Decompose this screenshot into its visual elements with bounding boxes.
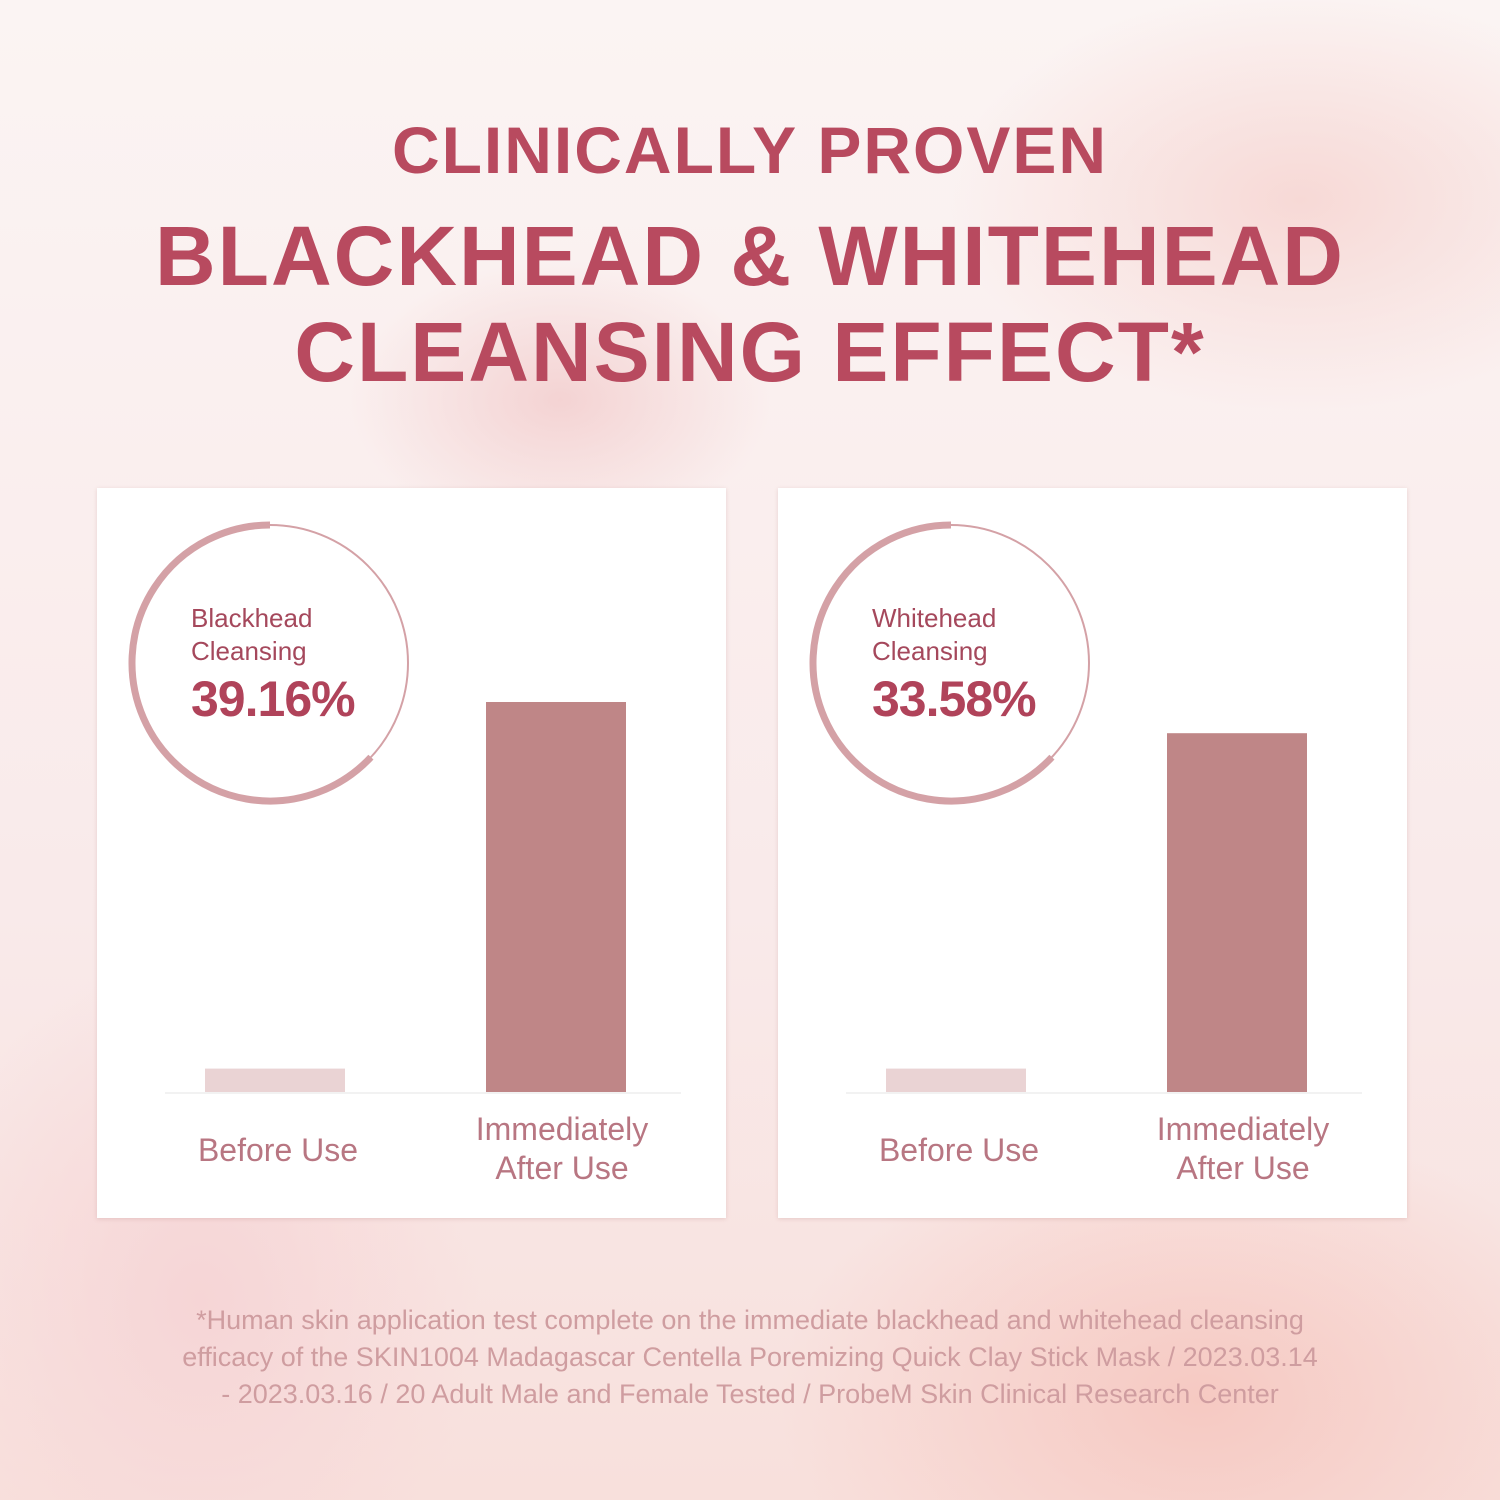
blackhead-chart	[128, 521, 681, 1094]
x-label-line: Immediately	[475, 1111, 649, 1147]
bar-before	[205, 1068, 345, 1092]
footnote-line: efficacy of the SKIN1004 Madagascar Cent…	[182, 1342, 1318, 1372]
headline-main: BLACKHEAD & WHITEHEAD CLEANSING EFFECT*	[0, 208, 1500, 400]
blackhead-chart-card: Blackhead Cleansing 39.16% Before Use Imm…	[97, 488, 726, 1218]
x-label-after: Immediately After Use	[442, 1110, 682, 1188]
badge-label-line: Cleansing	[191, 636, 307, 666]
footnote-line: - 2023.03.16 / 20 Adult Male and Female …	[221, 1379, 1279, 1409]
whitehead-chart-card: Whitehead Cleansing 33.58% Before Use Imm…	[778, 488, 1407, 1218]
whitehead-chart	[809, 521, 1362, 1094]
badge-label: Whitehead Cleansing	[872, 602, 996, 668]
headline-line-2: CLEANSING EFFECT*	[294, 305, 1206, 399]
footnote: *Human skin application test complete on…	[100, 1302, 1400, 1413]
bar-before	[886, 1068, 1026, 1092]
badge-value: 39.16%	[191, 671, 356, 727]
footnote-line: *Human skin application test complete on…	[196, 1305, 1304, 1335]
bar-after	[486, 702, 626, 1092]
bar-after	[1167, 733, 1307, 1092]
badge-label-line: Whitehead	[872, 603, 997, 633]
x-label-line: Immediately	[1156, 1111, 1330, 1147]
ring-arc	[809, 521, 1055, 805]
badge-label-line: Blackhead	[191, 603, 313, 633]
x-label-line: After Use	[495, 1150, 629, 1186]
badge-label: Blackhead Cleansing	[191, 602, 312, 668]
x-label-after: Immediately After Use	[1123, 1110, 1363, 1188]
x-label-line: After Use	[1176, 1150, 1310, 1186]
badge-value: 33.58%	[872, 671, 1037, 727]
x-label-before: Before Use	[878, 1132, 1040, 1168]
badge-label-line: Cleansing	[872, 636, 988, 666]
headline-clinically-proven: CLINICALLY PROVEN	[391, 113, 1109, 187]
ring-arc	[128, 521, 374, 805]
headline-line-1: BLACKHEAD & WHITEHEAD	[155, 209, 1345, 303]
x-label-before: Before Use	[197, 1132, 359, 1168]
